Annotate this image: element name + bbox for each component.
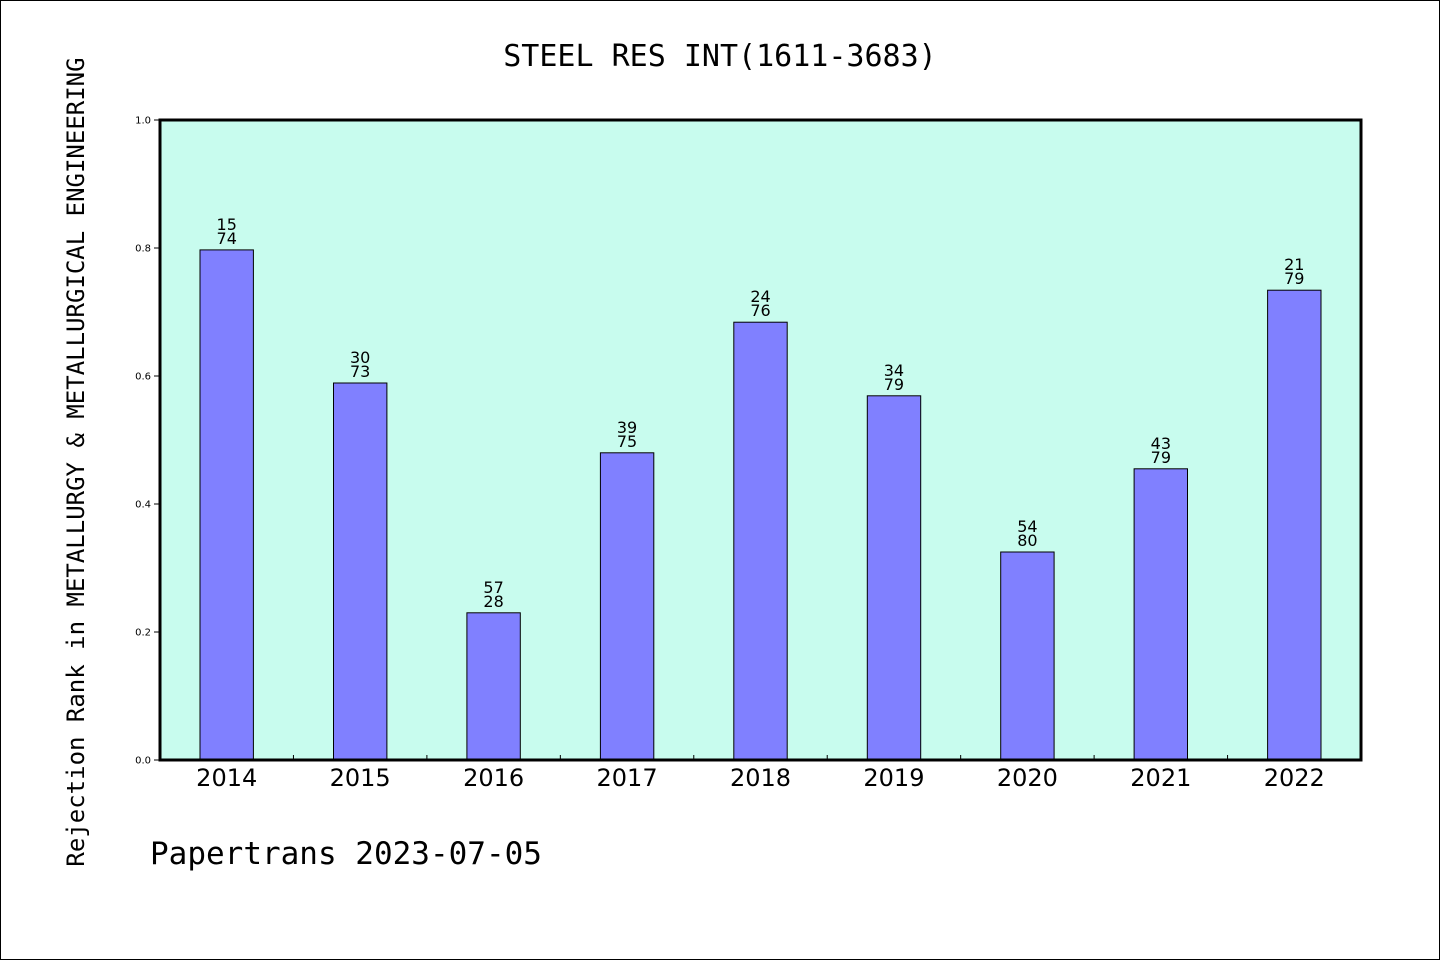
x-tick-label-2018: 2018 [730, 764, 791, 792]
bar-2022 [1267, 289, 1322, 761]
x-axis: 2014 2015 2016 2017 2018 2019 2020 2021 2022 [196, 755, 1325, 792]
bar-label-bottom-2021: 79 [1151, 448, 1171, 467]
bar-label-bottom-2015: 73 [350, 362, 370, 381]
bar-2020 [1000, 551, 1055, 761]
chart-title: STEEL RES INT(1611-3683) [503, 39, 936, 74]
bar-label-top-2016: 57 [483, 578, 503, 597]
x-tick-label-2017: 2017 [597, 764, 658, 792]
bar-label-top-2020: 54 [1017, 517, 1037, 536]
y-tick-label-0.6: 0.6 [135, 372, 151, 383]
bar-label-top-2017: 39 [617, 418, 637, 437]
bar-label-bottom-2019: 79 [884, 375, 904, 394]
x-tick-label-2015: 2015 [330, 764, 391, 792]
bar-label-top-2018: 24 [750, 287, 770, 306]
footer-watermark: Papertrans 2023-07-05 [150, 836, 542, 872]
bar-label-top-2019: 34 [884, 361, 904, 380]
bar-label-bottom-2020: 80 [1017, 531, 1037, 550]
bar-2014 [199, 249, 254, 761]
bar-label-bottom-2017: 75 [617, 432, 637, 451]
bar-label-top-2022: 21 [1284, 255, 1304, 274]
y-tick-label-0.0: 0.0 [135, 756, 151, 767]
y-tick-label-0.8: 0.8 [135, 244, 151, 255]
bar-label-bottom-2014: 74 [217, 229, 237, 248]
bar-2015 [333, 382, 388, 761]
bar-2017 [599, 452, 655, 761]
y-axis-label: Rejection Rank in METALLURGY & METALLURG… [62, 57, 90, 866]
y-tick-label-0.2: 0.2 [135, 628, 151, 639]
x-tick-label-2019: 2019 [863, 764, 924, 792]
bar-2021 [1133, 468, 1188, 761]
y-tick-label-0.4: 0.4 [135, 500, 151, 511]
x-tick-label-2021: 2021 [1130, 764, 1191, 792]
bar-label-bottom-2022: 79 [1284, 269, 1304, 288]
x-tick-label-2020: 2020 [997, 764, 1058, 792]
y-tick-label-1.0: 1.0 [135, 116, 151, 127]
y-axis: 0.0 0.2 0.4 0.6 0.8 1.0 [135, 116, 160, 767]
bar-label-bottom-2018: 76 [750, 301, 770, 320]
bar-label-top-2021: 43 [1151, 434, 1171, 453]
bar-2016 [466, 612, 521, 761]
bar-label-top-2014: 15 [217, 215, 237, 234]
bar-2019 [866, 395, 922, 761]
bar-2018 [733, 321, 788, 761]
bar-label-bottom-2016: 28 [483, 592, 503, 611]
x-tick-label-2016: 2016 [463, 764, 524, 792]
plot-border [158, 118, 1363, 762]
bar-label-top-2015: 30 [350, 348, 370, 367]
x-tick-label-2022: 2022 [1264, 764, 1325, 792]
x-tick-label-2014: 2014 [196, 764, 257, 792]
